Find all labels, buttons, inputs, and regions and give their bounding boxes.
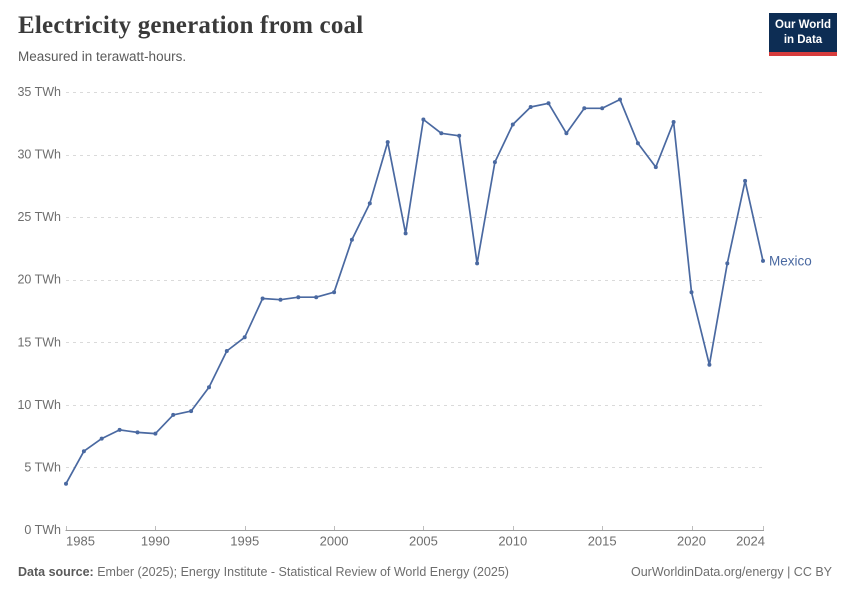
data-point[interactable]	[492, 160, 497, 165]
data-point[interactable]	[224, 349, 229, 353]
chart-footer: Data source: Ember (2025); Energy Instit…	[18, 565, 832, 579]
y-axis-label: 20 TWh	[17, 273, 61, 287]
data-point[interactable]	[618, 97, 622, 102]
data-point[interactable]	[99, 436, 104, 441]
data-point[interactable]	[743, 178, 748, 183]
data-point[interactable]	[242, 335, 247, 340]
page-title: Electricity generation from coal	[18, 12, 364, 39]
data-point[interactable]	[546, 101, 551, 106]
x-axis-label: 1985	[66, 534, 95, 549]
x-axis-label: 2005	[409, 534, 438, 549]
data-point[interactable]	[81, 449, 86, 454]
series-label[interactable]: Mexico	[769, 253, 812, 268]
data-point[interactable]	[707, 362, 712, 367]
x-axis-label: 2024	[736, 534, 765, 549]
data-point[interactable]	[761, 258, 765, 263]
x-axis-label: 2015	[588, 534, 617, 549]
data-point[interactable]	[349, 237, 354, 242]
series-line-mexico[interactable]	[65, 98, 764, 485]
data-point[interactable]	[671, 120, 676, 124]
data-point[interactable]	[475, 261, 480, 266]
data-point[interactable]	[278, 297, 283, 302]
y-axis-label: 25 TWh	[17, 210, 61, 224]
y-axis-label: 0 TWh	[24, 523, 61, 537]
x-axis-label: 1995	[230, 534, 259, 549]
data-source-label: Data source:	[18, 565, 94, 579]
data-point[interactable]	[385, 140, 390, 145]
y-axis-label: 5 TWh	[24, 460, 61, 474]
x-axis-label: 2020	[677, 534, 706, 549]
x-axis-label: 1990	[141, 534, 170, 549]
data-point[interactable]	[564, 131, 569, 136]
y-axis-label: 10 TWh	[17, 398, 61, 412]
owid-logo[interactable]: Our World in Data	[769, 13, 837, 56]
x-axis-label: 2010	[498, 534, 527, 549]
data-point[interactable]	[207, 385, 211, 390]
owid-logo-line2: in Data	[783, 33, 823, 46]
owid-logo-line1: Our World	[775, 19, 832, 31]
data-point[interactable]	[314, 295, 319, 300]
data-point[interactable]	[439, 131, 444, 136]
data-point[interactable]	[600, 106, 605, 111]
data-point[interactable]	[64, 481, 68, 486]
data-point[interactable]	[189, 409, 194, 414]
data-point[interactable]	[582, 106, 587, 111]
data-point[interactable]	[725, 261, 730, 266]
data-point[interactable]	[135, 430, 140, 435]
data-point[interactable]	[457, 133, 462, 138]
data-point[interactable]	[653, 165, 658, 170]
data-point[interactable]	[403, 231, 408, 236]
data-point[interactable]	[117, 427, 122, 432]
data-point[interactable]	[367, 201, 372, 206]
data-point[interactable]	[635, 141, 640, 146]
x-axis-label: 2000	[320, 534, 349, 549]
data-source-note: Data source: Ember (2025); Energy Instit…	[18, 565, 509, 579]
data-point[interactable]	[421, 117, 426, 122]
y-axis-label: 30 TWh	[17, 148, 61, 162]
y-axis-label: 35 TWh	[17, 85, 61, 99]
data-point[interactable]	[171, 412, 176, 417]
y-axis-label: 15 TWh	[17, 335, 61, 349]
data-point[interactable]	[153, 431, 158, 436]
data-point[interactable]	[332, 290, 337, 295]
data-point[interactable]	[689, 290, 694, 295]
data-point[interactable]	[528, 105, 533, 109]
data-source-text: Ember (2025); Energy Institute - Statist…	[93, 565, 509, 579]
data-point[interactable]	[510, 122, 515, 127]
data-point[interactable]	[296, 295, 301, 300]
page-subtitle: Measured in terawatt-hours.	[18, 49, 187, 64]
owid-credit-link[interactable]: OurWorldinData.org/energy | CC BY	[630, 565, 832, 579]
data-point[interactable]	[260, 296, 265, 301]
